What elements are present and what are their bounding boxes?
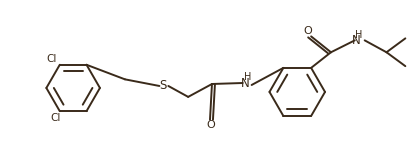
- Text: O: O: [304, 26, 312, 36]
- Text: H: H: [355, 30, 362, 40]
- Text: H: H: [244, 72, 251, 82]
- Text: Cl: Cl: [47, 54, 57, 64]
- Text: O: O: [206, 120, 215, 130]
- Text: N: N: [241, 77, 250, 89]
- Text: S: S: [160, 80, 167, 92]
- Text: N: N: [352, 34, 361, 47]
- Text: Cl: Cl: [50, 113, 61, 123]
